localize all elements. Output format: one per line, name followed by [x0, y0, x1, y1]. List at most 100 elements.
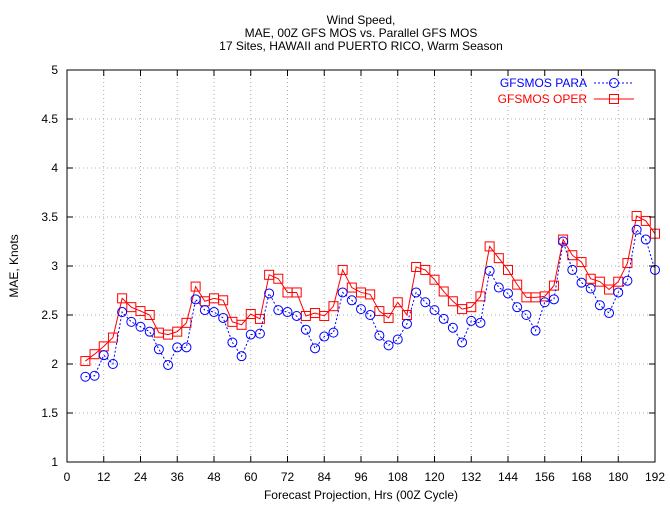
data-point: [117, 293, 128, 304]
data-point: [420, 264, 431, 275]
data-point: [457, 337, 468, 348]
data-point: [328, 327, 339, 338]
data-point: [236, 319, 247, 330]
data-point: [264, 288, 275, 299]
data-point: [447, 322, 458, 333]
data-point: [218, 295, 229, 306]
data-point: [172, 326, 183, 337]
data-point: [300, 324, 311, 335]
data-point: [604, 308, 615, 319]
legend: GFSMOS PARA GFSMOS OPER: [498, 76, 634, 106]
data-point: [503, 264, 513, 275]
data-point: [291, 310, 302, 321]
data-point: [98, 350, 109, 361]
data-point: [383, 340, 394, 351]
data-point: [346, 295, 357, 306]
x-tick-label: 180: [608, 470, 628, 484]
x-tick-label: 96: [354, 470, 368, 484]
data-point: [466, 302, 477, 313]
x-tick-label: 120: [424, 470, 444, 484]
y-tick-label: 3.5: [41, 210, 58, 224]
title-line: MAE, 00Z GFS MOS vs. Parallel GFS MOS: [245, 26, 478, 40]
series-line: [85, 228, 656, 378]
x-tick-label: 0: [64, 470, 71, 484]
data-point: [484, 265, 495, 276]
data-point: [144, 326, 155, 337]
data-point: [512, 279, 523, 290]
x-tick-label: 144: [498, 470, 518, 484]
y-tick-label: 4.5: [41, 112, 58, 126]
data-point: [181, 342, 192, 353]
data-point: [356, 304, 366, 315]
data-point: [117, 307, 128, 318]
x-tick-label: 12: [97, 470, 111, 484]
data-point: [521, 310, 532, 320]
x-axis: 0 12 24 36 48 60 72 84 96 108 120 132 144 156 168 180 19…: [64, 70, 665, 484]
title-line: Wind Speed,: [327, 13, 396, 27]
data-point: [291, 287, 302, 298]
y-tick-label: 4: [51, 161, 58, 175]
data-point: [254, 328, 265, 339]
y-tick-label: 2.5: [41, 308, 58, 322]
data-point: [401, 318, 412, 329]
data-point: [466, 315, 477, 326]
x-tick-label: 156: [535, 470, 555, 484]
data-point: [548, 280, 559, 291]
data-point: [420, 297, 431, 308]
data-point: [447, 296, 458, 307]
data-point: [337, 287, 348, 298]
data-point: [80, 371, 91, 382]
data-point: [319, 310, 330, 321]
data-point: [411, 287, 422, 298]
series-gfsmos-oper: [80, 211, 660, 367]
x-tick-label: 72: [281, 470, 295, 484]
data-point: [484, 241, 495, 252]
x-tick-label: 36: [171, 470, 185, 484]
data-point: [328, 301, 339, 312]
data-point: [374, 330, 385, 341]
legend-label: GFSMOS OPER: [498, 92, 588, 106]
data-point: [282, 307, 293, 318]
grid: [67, 70, 655, 462]
data-point: [640, 215, 651, 226]
data-point: [190, 294, 201, 305]
x-tick-label: 84: [318, 470, 332, 484]
data-point: [539, 297, 550, 308]
data-point: [429, 305, 440, 316]
x-axis-label: Forecast Projection, Hrs (00Z Cycle): [264, 488, 458, 502]
data-point: [475, 317, 486, 328]
data-point: [374, 306, 385, 317]
data-point: [512, 302, 523, 313]
x-tick-label: 132: [461, 470, 481, 484]
data-point: [80, 356, 91, 367]
data-point: [126, 316, 137, 327]
x-tick-label: 24: [134, 470, 148, 484]
series-area: [80, 211, 660, 382]
data-point: [319, 331, 330, 342]
data-point: [144, 310, 155, 320]
data-point: [310, 343, 321, 354]
x-tick-label: 108: [388, 470, 408, 484]
legend-marker: [609, 94, 619, 104]
data-point: [530, 325, 541, 336]
data-point: [254, 313, 265, 324]
data-point: [548, 294, 559, 305]
data-point: [365, 310, 376, 320]
data-point: [640, 234, 651, 245]
chart-title: Wind Speed,MAE, 00Z GFS MOS vs. Parallel…: [219, 13, 503, 53]
legend-item: GFSMOS OPER: [498, 92, 634, 106]
y-tick-label: 2: [51, 357, 58, 371]
data-point: [236, 351, 247, 362]
data-point: [273, 305, 284, 316]
data-point: [209, 307, 219, 318]
data-point: [227, 337, 238, 348]
data-point: [135, 321, 146, 332]
data-point: [107, 359, 118, 369]
legend-item: GFSMOS PARA: [500, 76, 634, 90]
data-point: [153, 344, 164, 355]
y-tick-label: 3: [51, 259, 58, 273]
data-point: [594, 276, 605, 287]
y-axis-label: MAE, Knots: [7, 234, 21, 297]
x-tick-label: 60: [244, 470, 258, 484]
